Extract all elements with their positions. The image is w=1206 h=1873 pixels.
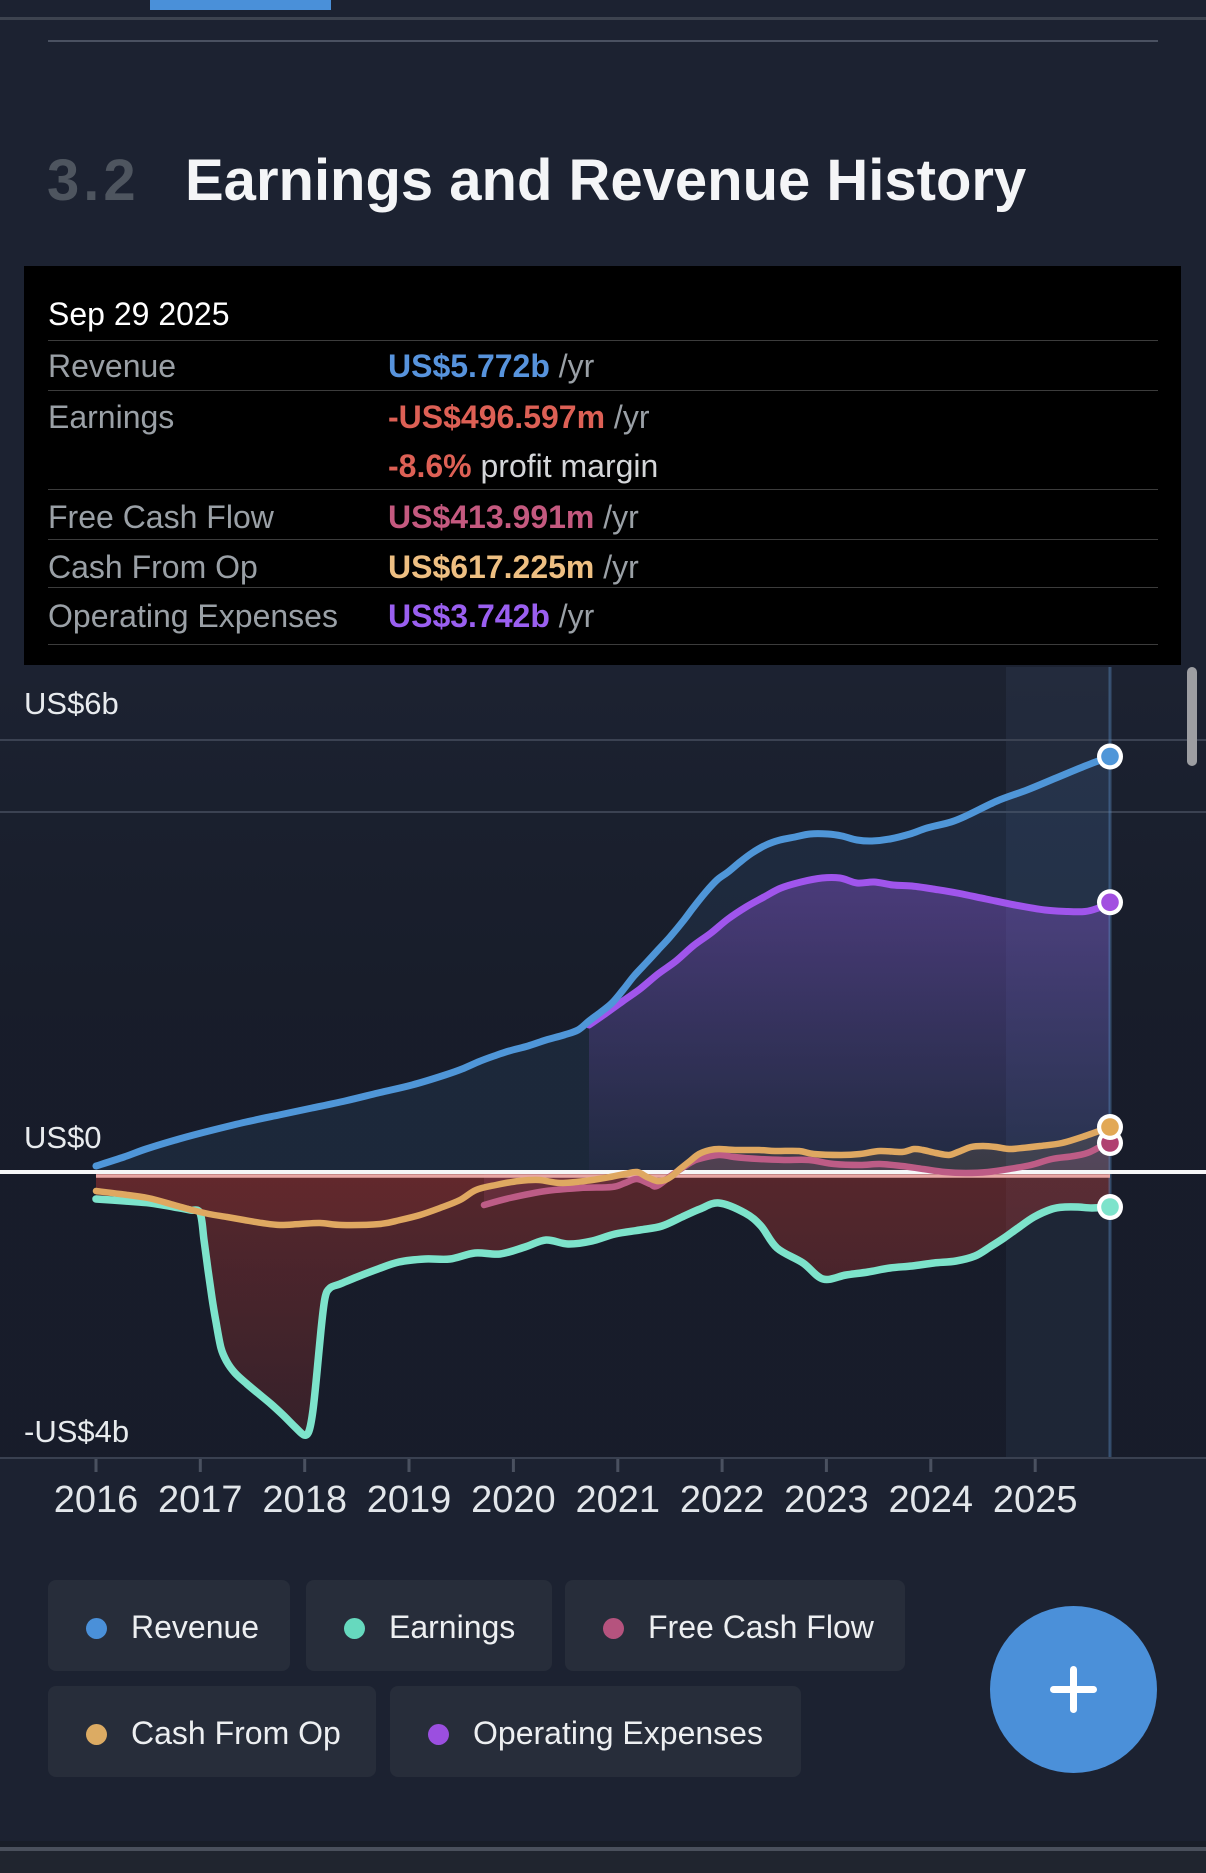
svg-text:US$0: US$0 [24, 1120, 102, 1155]
svg-text:2020: 2020 [471, 1479, 556, 1521]
svg-text:2016: 2016 [54, 1479, 139, 1521]
svg-text:US$6b: US$6b [24, 686, 119, 721]
svg-text:2023: 2023 [784, 1479, 869, 1521]
svg-text:2025: 2025 [993, 1479, 1078, 1521]
svg-text:2018: 2018 [262, 1479, 347, 1521]
svg-text:2019: 2019 [367, 1479, 452, 1521]
svg-text:2024: 2024 [889, 1479, 974, 1521]
svg-text:2021: 2021 [576, 1479, 661, 1521]
svg-text:2017: 2017 [158, 1479, 243, 1521]
svg-text:-US$4b: -US$4b [24, 1414, 129, 1449]
svg-text:2022: 2022 [680, 1479, 765, 1521]
